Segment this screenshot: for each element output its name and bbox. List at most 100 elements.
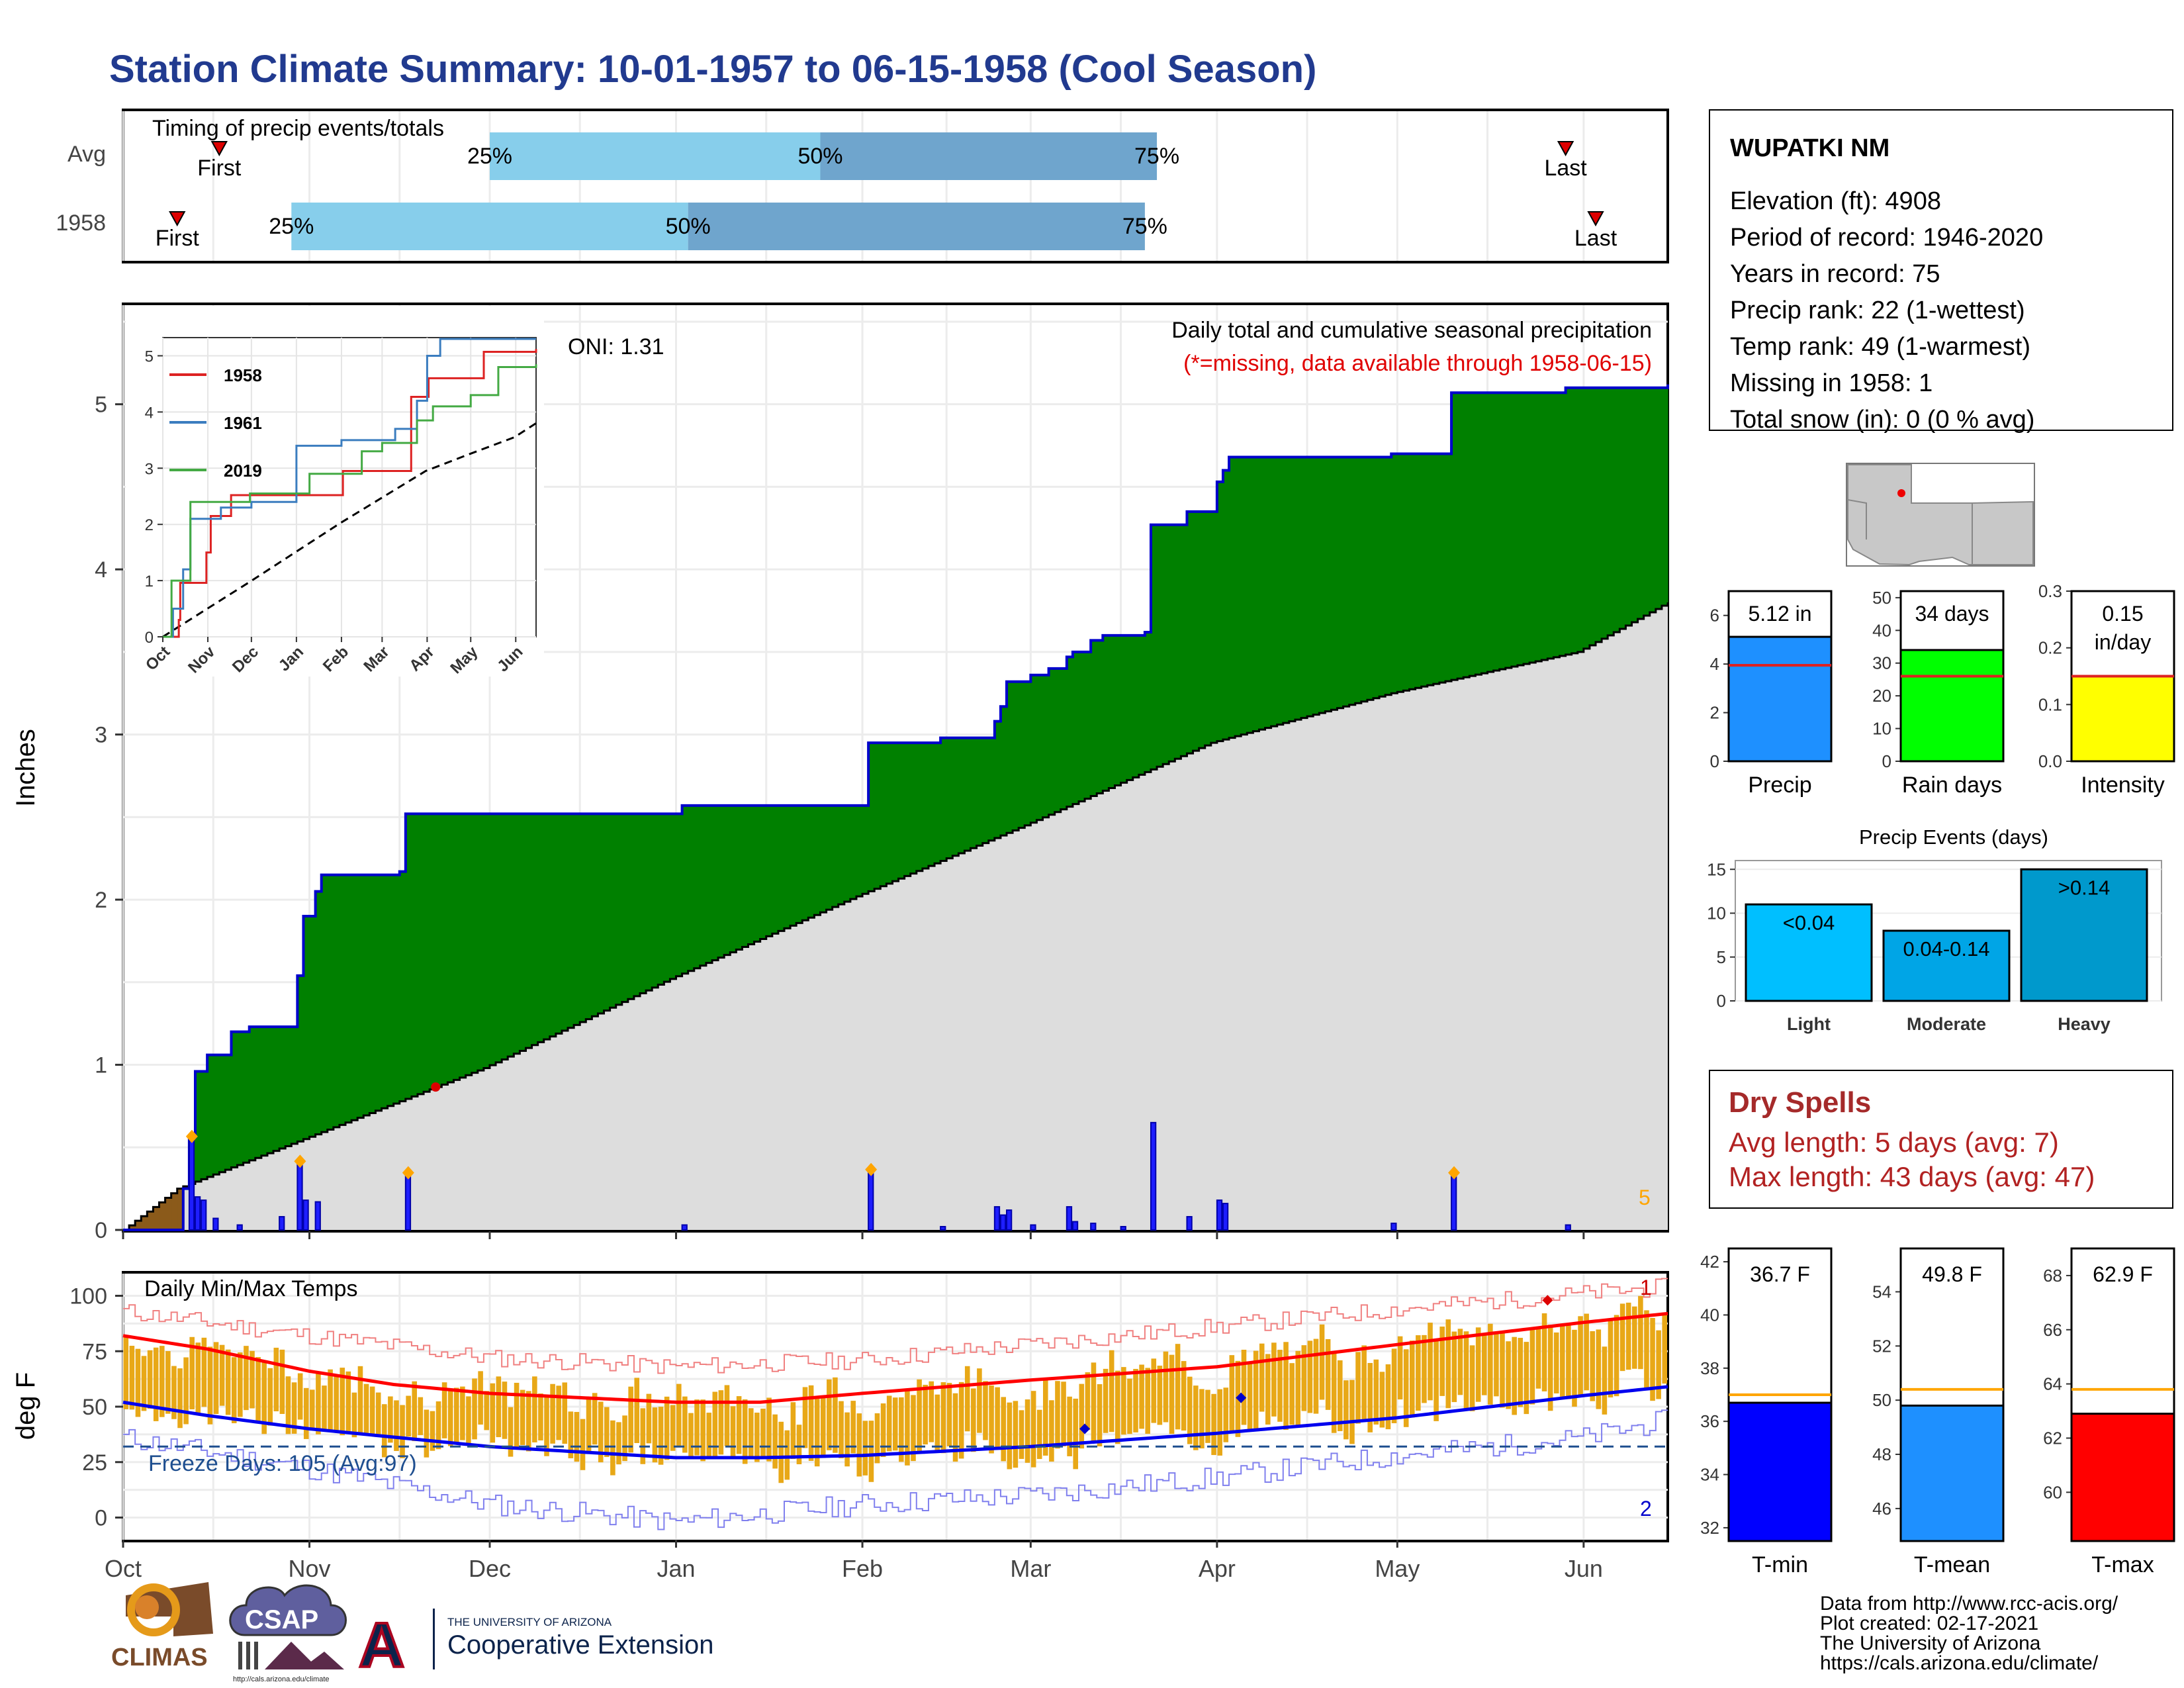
daily-precip-bar	[296, 1163, 303, 1231]
timing-last-label: Last	[1544, 156, 1587, 181]
normal-min-line	[122, 1385, 1668, 1460]
daily-temp-bar	[1572, 1329, 1577, 1407]
daily-temp-bar	[1361, 1345, 1367, 1420]
daily-temp-bar	[899, 1397, 904, 1462]
daily-temp-bar	[1422, 1335, 1427, 1403]
daily-temp-bar	[1030, 1391, 1036, 1468]
daily-precip-bar	[1030, 1224, 1036, 1231]
daily-temp-bar	[285, 1376, 291, 1434]
daily-temp-bar	[1578, 1316, 1583, 1395]
events-bar-heavy	[2020, 868, 2148, 1002]
missing-day-marker	[431, 1082, 441, 1092]
daily-temp-bar	[201, 1337, 207, 1407]
daily-precip-bar	[1451, 1174, 1457, 1231]
timing-last-marker-icon	[1587, 211, 1604, 227]
daily-temp-bar	[183, 1357, 189, 1425]
mini-bar-tick-label: 40	[1872, 620, 1891, 640]
events-bar-label: 0.04-0.14	[1903, 937, 1990, 961]
daily-temp-bar	[1163, 1351, 1169, 1423]
daily-precip-bar	[188, 1138, 195, 1231]
daily-temp-bar	[1007, 1402, 1013, 1470]
timing-first-marker-icon	[210, 141, 228, 157]
daily-temp-bar	[598, 1401, 604, 1463]
daily-temp-bar	[250, 1350, 255, 1409]
daily-temp-bar	[1019, 1410, 1024, 1459]
daily-temp-bar	[153, 1347, 159, 1421]
month-tick-label: Jan	[657, 1555, 695, 1582]
footer-line-data: Data from http://www.rcc-acis.org/	[1820, 1593, 2118, 1615]
daily-temp-bar	[310, 1389, 315, 1429]
station-precip-rank: Precip rank: 22 (1-wettest)	[1730, 297, 2025, 324]
daily-temp-bar	[844, 1412, 850, 1467]
ua-big-text: Cooperative Extension	[447, 1630, 713, 1660]
record-marker-icon	[1542, 1295, 1553, 1306]
timing-bar-25-50	[489, 132, 821, 180]
timing-row-label-1958: 1958	[56, 211, 106, 236]
temp-corner-bottom: 2	[1640, 1497, 1652, 1521]
daily-temp-bar	[1223, 1387, 1229, 1442]
precip-events-title: Precip Events (days)	[1859, 825, 2048, 849]
mini-bar-tick-label: 0.0	[2038, 751, 2062, 771]
daily-precip-bar	[1066, 1206, 1073, 1231]
daily-temp-bar	[1416, 1335, 1421, 1411]
daily-temp-bar	[754, 1413, 760, 1462]
daily-temp-bar	[1535, 1328, 1541, 1389]
daily-temp-bar	[827, 1379, 832, 1450]
temp-y-tick-label: 25	[82, 1450, 107, 1476]
daily-temp-bar	[934, 1394, 940, 1451]
daily-temp-bar	[1067, 1396, 1072, 1456]
precip-ylabel: Inches	[11, 729, 40, 807]
daily-temp-bar	[1439, 1326, 1445, 1396]
daily-temp-bar	[357, 1366, 363, 1435]
daily-temp-bar	[1295, 1350, 1301, 1427]
month-tick-label: Mar	[1010, 1555, 1051, 1582]
daily-temp-bar	[244, 1346, 249, 1411]
daily-precip-bar	[1006, 1209, 1013, 1231]
daily-temp-bar	[165, 1351, 171, 1414]
mini-bar-tick-label: 0.2	[2038, 638, 2062, 658]
temp-bar-tick-label: 40	[1700, 1305, 1719, 1325]
daily-temp-bar	[1127, 1378, 1132, 1434]
temp-bar-tick-label: 50	[1872, 1390, 1891, 1410]
timing-rows: 25% 50% 75% First Last 25% 50% 75% First Last	[156, 132, 1617, 251]
mini-bar-axis-label: Precip	[1748, 773, 1811, 798]
daily-precip-bar	[1222, 1203, 1229, 1231]
temp-y-tick-label: 0	[95, 1506, 107, 1531]
month-tick-label: Feb	[842, 1555, 883, 1582]
daily-precip-bar	[1390, 1223, 1397, 1231]
inset-series-line-2019	[163, 364, 537, 638]
daily-temp-bar	[700, 1399, 705, 1462]
daily-temp-bar	[1451, 1331, 1457, 1403]
daily-temp-bar	[1590, 1331, 1596, 1401]
station-info-panel: WUPATKI NM Elevation (ft): 4908 Period o…	[1709, 109, 2173, 434]
temp-bar-axis-label: T-min	[1752, 1552, 1808, 1577]
daily-temp-bar	[1193, 1385, 1199, 1450]
page-title: Station Climate Summary: 10-01-1957 to 0…	[109, 48, 1316, 91]
csap-logo-text: CSAP	[245, 1605, 318, 1634]
events-tick-label: 15	[1707, 859, 1726, 879]
timing-label-25: 25%	[467, 144, 512, 169]
daily-precip-bar	[1565, 1224, 1571, 1231]
month-tick-label: Dec	[469, 1555, 511, 1582]
daily-temp-bar	[544, 1395, 549, 1456]
daily-temp-bar	[1403, 1349, 1409, 1427]
temp-bar-value-label: 62.9 F	[2093, 1262, 2153, 1286]
temp-bar-tick-label: 66	[2043, 1320, 2062, 1340]
daily-temp-bar	[1061, 1382, 1066, 1447]
temp-bar-tick-label: 68	[2043, 1266, 2062, 1286]
daily-temp-bar	[508, 1407, 514, 1457]
inset-y-tick-label: 2	[145, 516, 154, 534]
daily-temp-bar	[1151, 1358, 1157, 1423]
daily-temp-bar	[664, 1396, 670, 1460]
daily-temp-bar	[1602, 1346, 1608, 1415]
station-info-frame	[1709, 109, 2173, 431]
precip-y-tick-label: 2	[95, 888, 107, 913]
daily-temp-bar	[1001, 1397, 1007, 1462]
heavy-event-marker-icon	[1448, 1166, 1461, 1180]
daily-temp-bar	[1596, 1329, 1602, 1409]
station-snow: Total snow (in): 0 (0 % avg)	[1730, 406, 2034, 434]
daily-temp-bar	[670, 1405, 676, 1451]
mini-bar-tick-label: 0	[1710, 751, 1719, 771]
timing-first-label: First	[197, 156, 242, 181]
